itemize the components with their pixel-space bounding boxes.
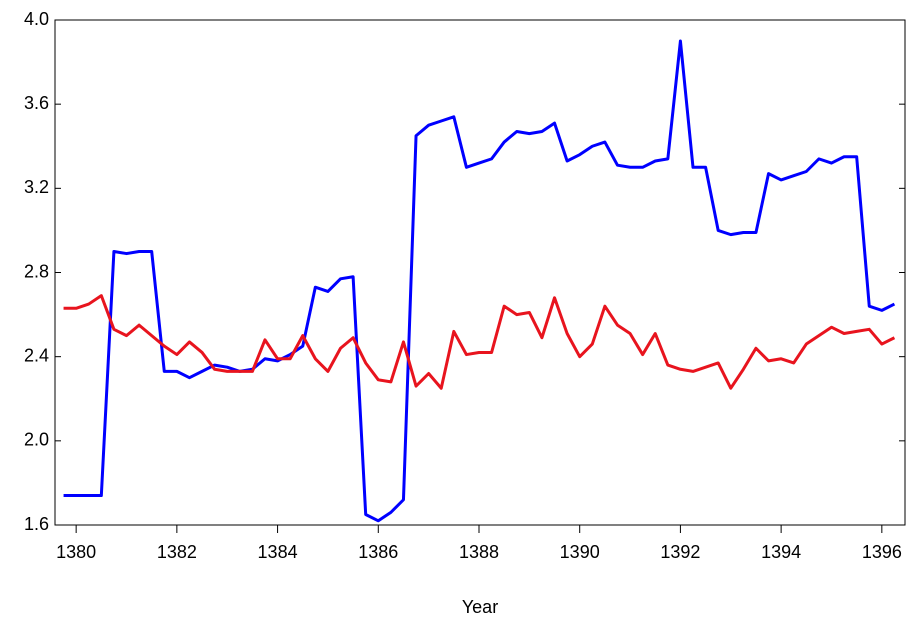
x-tick-label: 1386 [358,542,398,562]
data-line [63,294,896,390]
x-tick-label: 1384 [258,542,298,562]
x-tick-label: 1380 [56,542,96,562]
x-tick-label: 1392 [660,542,700,562]
plot-frame [54,19,906,526]
data-line [63,39,896,523]
x-tick-label: 1388 [459,542,499,562]
y-tick-label: 2.0 [24,430,49,450]
y-tick-label: 1.6 [24,514,49,534]
y-tick-label: 3.2 [24,177,49,197]
y-tick-label: 4.0 [24,9,49,29]
x-tick-label: 1396 [862,542,902,562]
x-axis-label: Year [462,597,498,617]
y-tick-label: 3.6 [24,93,49,113]
x-tick-label: 1382 [157,542,197,562]
y-tick-label: 2.8 [24,261,49,281]
y-tick-label: 2.4 [24,345,49,365]
x-tick-label: 1394 [761,542,801,562]
x-tick-label: 1390 [560,542,600,562]
